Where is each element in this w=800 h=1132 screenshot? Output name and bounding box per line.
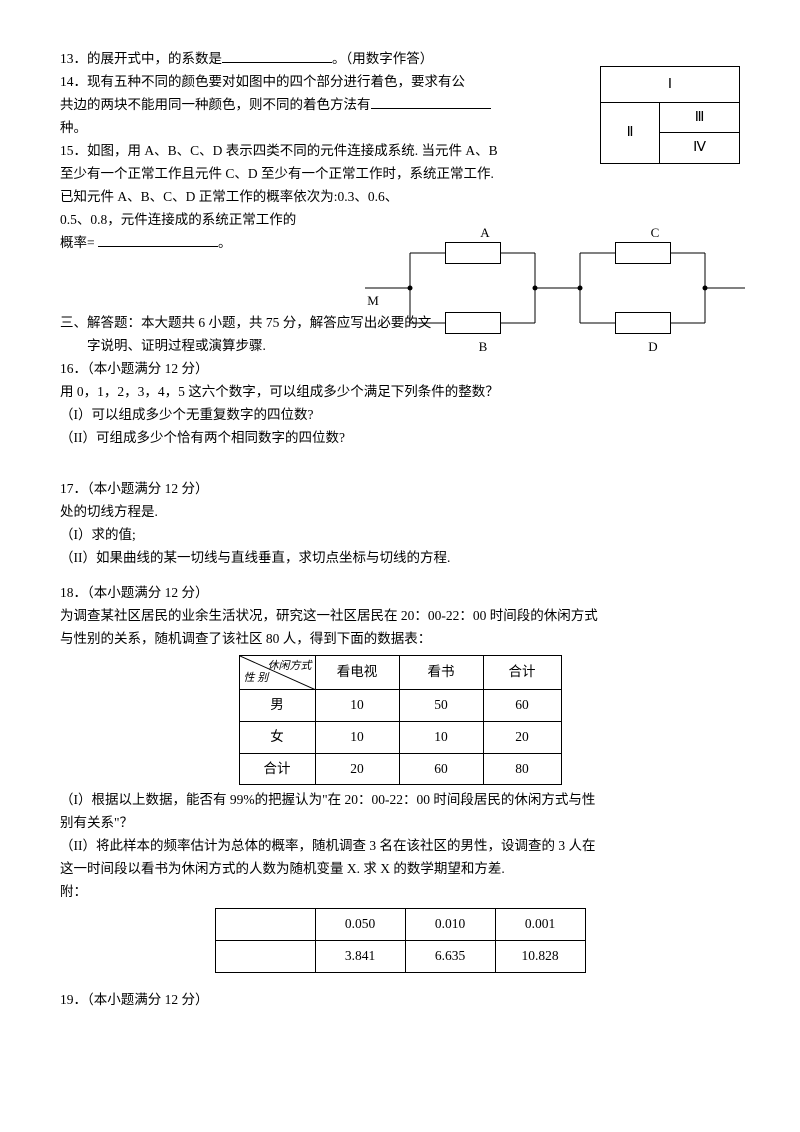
q13-blank xyxy=(222,50,332,64)
table-row: 男 10 50 60 xyxy=(239,689,561,721)
col-header: 看电视 xyxy=(315,655,399,689)
label-m: M xyxy=(367,290,379,312)
contingency-table: 休闲方式 性 别 看电视 看书 合计 男 10 50 60 女 10 10 20… xyxy=(239,655,562,786)
q18-p3a: （II）将此样本的频率估计为总体的概率，随机调查 3 名在该社区的男性，设调查的… xyxy=(60,835,740,858)
box-a xyxy=(445,242,501,264)
region-4: Ⅳ xyxy=(660,133,739,163)
q18-p2a: （I）根据以上数据，能否有 99%的把握认为"在 20：00-22：00 时间段… xyxy=(60,789,740,812)
region-1: Ⅰ xyxy=(601,67,739,103)
q18-l2: 与性别的关系，随机调查了该社区 80 人，得到下面的数据表： xyxy=(60,628,740,651)
cell: 10.828 xyxy=(495,941,585,973)
q13-text-b: 。（用数字作答） xyxy=(332,51,433,66)
table-row: 休闲方式 性 别 看电视 看书 合计 xyxy=(239,655,561,689)
row-label: 女 xyxy=(239,721,315,753)
cell: 3.841 xyxy=(315,941,405,973)
q18-p2b: 别有关系"？ xyxy=(60,812,740,835)
label-a: A xyxy=(480,222,489,244)
table-row: 女 10 10 20 xyxy=(239,721,561,753)
box-d xyxy=(615,312,671,334)
box-c xyxy=(615,242,671,264)
cell: 20 xyxy=(315,753,399,785)
label-d: D xyxy=(648,336,657,358)
reference-table: 0.050 0.010 0.001 3.841 6.635 10.828 xyxy=(215,908,586,973)
col-header: 看书 xyxy=(399,655,483,689)
cell xyxy=(215,941,315,973)
cell: 80 xyxy=(483,753,561,785)
row-label: 合计 xyxy=(239,753,315,785)
q16-head: 16．（本小题满分 12 分） xyxy=(60,358,740,381)
q17-head: 17．（本小题满分 12 分） xyxy=(60,478,740,501)
table-row: 合计 20 60 80 xyxy=(239,753,561,785)
q17-l1: 处的切线方程是. xyxy=(60,501,740,524)
page-content: Ⅰ Ⅱ Ⅲ Ⅳ xyxy=(60,48,740,1012)
row-label: 男 xyxy=(239,689,315,721)
cell: 60 xyxy=(483,689,561,721)
q18-head: 18．（本小题满分 12 分） xyxy=(60,582,740,605)
q16-l2: （I）可以组成多少个无重复数字的四位数? xyxy=(60,404,740,427)
cell xyxy=(215,909,315,941)
q15-blank xyxy=(98,233,218,247)
cell: 10 xyxy=(399,721,483,753)
region-3: Ⅲ xyxy=(660,103,739,133)
four-region-diagram: Ⅰ Ⅱ Ⅲ Ⅳ xyxy=(600,66,740,164)
cell: 6.635 xyxy=(405,941,495,973)
cell: 0.001 xyxy=(495,909,585,941)
q15-line2: 至少有一个正常工作且元件 C、D 至少有一个正常工作时，系统正常工作. xyxy=(60,163,740,186)
box-b xyxy=(445,312,501,334)
label-c: C xyxy=(651,222,660,244)
q16-l3: （II）可组成多少个恰有两个相同数字的四位数? xyxy=(60,427,740,450)
cell: 0.050 xyxy=(315,909,405,941)
circuit-diagram: M A B C D xyxy=(365,223,745,353)
cell: 50 xyxy=(399,689,483,721)
label-b: B xyxy=(479,336,488,358)
q13-text-a: 13．的展开式中，的系数是 xyxy=(60,51,222,66)
table-row: 0.050 0.010 0.001 xyxy=(215,909,585,941)
cell: 10 xyxy=(315,721,399,753)
q17-l3: （II）如果曲线的某一切线与直线垂直，求切点坐标与切线的方程. xyxy=(60,547,740,570)
diag-header: 休闲方式 性 别 xyxy=(239,655,315,689)
col-header: 合计 xyxy=(483,655,561,689)
q18-p3b: 这一时间段以看书为休闲方式的人数为随机变量 X. 求 X 的数学期望和方差. xyxy=(60,858,740,881)
q15-line3: 已知元件 A、B、C、D 正常工作的概率依次为:0.3、0.6、 xyxy=(60,186,740,209)
q18-p4: 附： xyxy=(60,881,740,904)
region-2: Ⅱ xyxy=(601,103,660,163)
q14-blank xyxy=(371,95,491,109)
q17-l2: （I）求的值; xyxy=(60,524,740,547)
q18-l1: 为调查某社区居民的业余生活状况，研究这一社区居民在 20：00-22：00 时间… xyxy=(60,605,740,628)
q19-head: 19．（本小题满分 12 分） xyxy=(60,989,740,1012)
q16-l1: 用 0，1，2，3，4，5 这六个数字，可以组成多少个满足下列条件的整数？ xyxy=(60,381,740,404)
cell: 10 xyxy=(315,689,399,721)
cell: 0.010 xyxy=(405,909,495,941)
table-row: 3.841 6.635 10.828 xyxy=(215,941,585,973)
cell: 60 xyxy=(399,753,483,785)
cell: 20 xyxy=(483,721,561,753)
